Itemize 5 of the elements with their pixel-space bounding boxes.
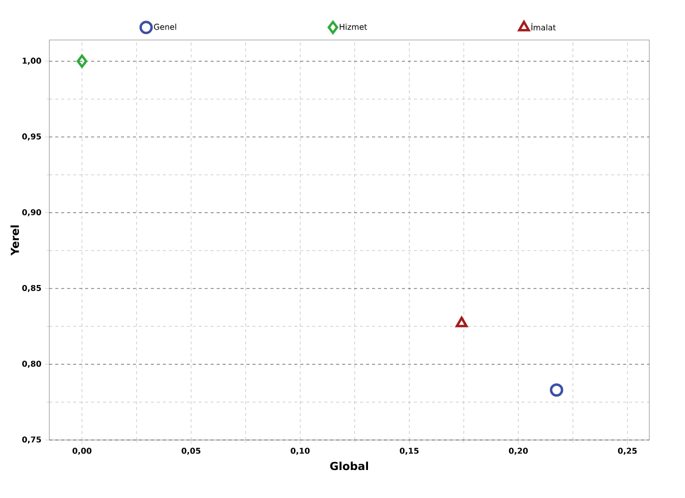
point	[76, 54, 88, 68]
point	[456, 316, 468, 328]
y-axis-title: Yerel	[10, 225, 19, 256]
x-axis-title: Global	[330, 462, 368, 470]
point	[550, 383, 564, 397]
